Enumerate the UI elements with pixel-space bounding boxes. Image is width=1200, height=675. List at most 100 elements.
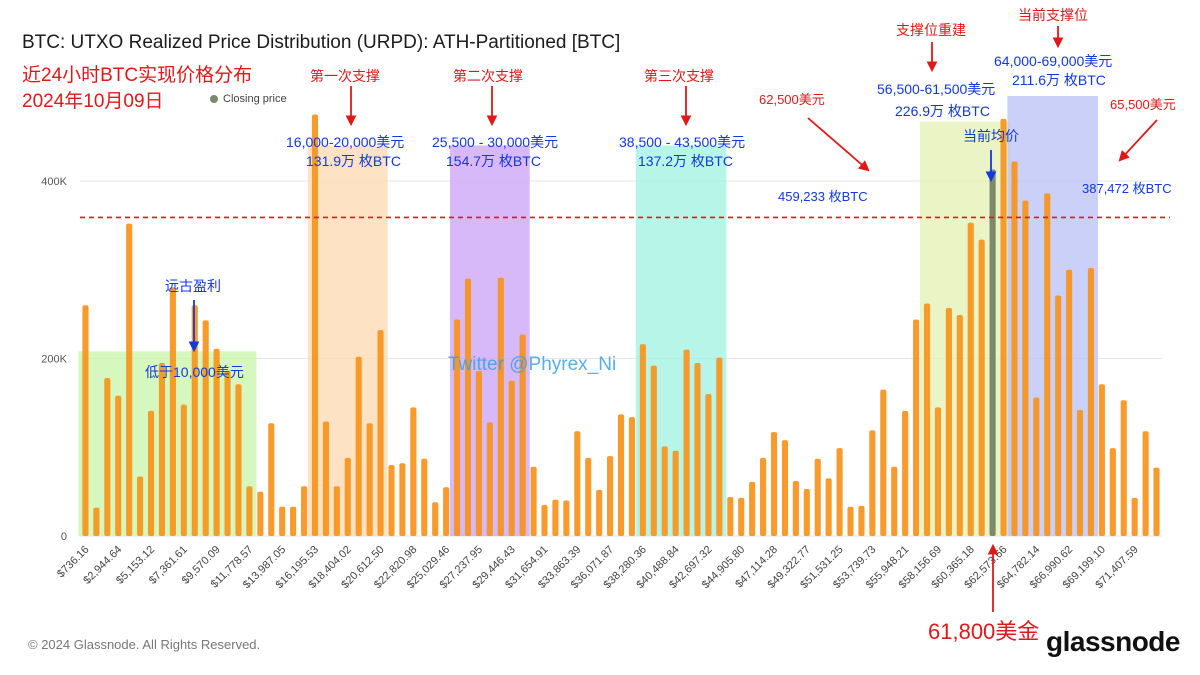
bar-3 [115, 395, 122, 536]
right-price-label: 65,500美元 [1110, 97, 1176, 112]
bar-14 [235, 384, 242, 536]
bar-73 [880, 389, 887, 536]
bar-56 [694, 362, 701, 536]
bar-95 [1120, 400, 1127, 536]
shaded-zone-4 [919, 121, 1011, 536]
rebuild-amount-label: 226.9万 枚BTC [895, 103, 990, 119]
bar-76 [913, 319, 920, 536]
bar-36 [475, 370, 482, 536]
bar-10 [191, 305, 198, 536]
bar-47 [596, 489, 603, 536]
y-tick-label-1: 200K [41, 354, 67, 366]
bar-91 [1076, 409, 1084, 536]
bar-20 [300, 486, 308, 536]
bar-78 [934, 407, 942, 536]
bar-6 [147, 410, 155, 536]
bar-55 [683, 349, 690, 536]
bar-75 [902, 410, 909, 536]
y-axis: 0 200K 400K [41, 176, 67, 543]
legend-closing-price[interactable]: Closing price [210, 93, 287, 105]
third-range-label: 38,500 - 43,500美元 [619, 134, 746, 150]
bar-17 [268, 423, 275, 536]
bar-48 [607, 456, 614, 536]
bar-24 [344, 457, 351, 536]
bar-13 [224, 370, 231, 536]
bar-18 [279, 506, 286, 536]
bar-63 [770, 432, 778, 536]
bar-90 [1066, 269, 1073, 536]
closing-price-bar [989, 169, 996, 536]
x-axis: $736.16$2,944.64$5,153.12$7,361.61$9,570… [55, 544, 1141, 591]
current-average-label: 当前均价 [963, 128, 1019, 144]
bar-82 [978, 239, 985, 536]
third-amount-label: 137.2万 枚BTC [638, 153, 733, 169]
bar-42 [541, 504, 548, 536]
shaded-zone-3 [635, 145, 727, 536]
bar-74 [891, 466, 898, 536]
bar-98 [1153, 467, 1160, 536]
glassnode-logo: glassnode [1046, 626, 1180, 657]
second-amount-label: 154.7万 枚BTC [446, 153, 541, 169]
annotation-arrows [188, 26, 1158, 612]
bar-39 [508, 380, 515, 536]
bar-92 [1087, 267, 1095, 536]
bar-43 [552, 499, 559, 536]
bar-31 [421, 458, 428, 536]
first-range-label: 16,000-20,000美元 [286, 134, 405, 150]
bar-29 [399, 463, 406, 536]
y-tick-label-2: 400K [41, 176, 67, 188]
first-amount-label: 131.9万 枚BTC [306, 153, 401, 169]
bar-61 [749, 481, 756, 536]
closing-price-value: 61,800美金 [928, 619, 1040, 644]
bar-19 [290, 506, 297, 536]
bar-65 [792, 480, 799, 536]
bar-11 [202, 320, 209, 536]
rebuild-range-label: 56,500-61,500美元 [877, 81, 996, 97]
bar-40 [519, 334, 526, 536]
bar-69 [836, 448, 843, 536]
bar-8 [169, 287, 176, 536]
bar-15 [246, 486, 253, 536]
bar-88 [1044, 193, 1051, 537]
twitter-watermark: Twitter @Phyrex_Ni [448, 354, 617, 375]
second-support-label: 第二次支撑 [453, 68, 523, 84]
bar-27 [377, 330, 384, 536]
bar-7 [158, 362, 166, 536]
copyright-text: © 2024 Glassnode. All Rights Reserved. [28, 637, 261, 652]
shaded-zone-5 [1007, 96, 1099, 536]
bar-9 [180, 404, 187, 536]
bar-4 [126, 223, 133, 536]
bar-45 [574, 431, 581, 536]
bar-37 [486, 422, 493, 536]
bar-66 [803, 488, 810, 536]
bar-34 [454, 319, 461, 536]
bar-49 [617, 414, 625, 536]
bar-41 [530, 466, 537, 536]
bar-30 [410, 407, 417, 536]
bar-84 [1000, 118, 1007, 536]
bar-60 [738, 497, 745, 536]
bar-5 [137, 476, 144, 536]
bar-97 [1142, 431, 1149, 536]
below-10k-label: 低于10,000美元 [145, 364, 244, 380]
bar-52 [650, 365, 657, 536]
bar-1 [93, 507, 100, 536]
current-range-label: 64,000-69,000美元 [994, 53, 1113, 69]
left-amount-label: 459,233 枚BTC [778, 189, 868, 204]
bar-71 [858, 505, 865, 536]
bar-93 [1098, 384, 1105, 536]
right-price-arrow [1118, 119, 1158, 162]
right-amount-label: 387,472 枚BTC [1082, 181, 1172, 196]
bar-2 [104, 378, 111, 536]
bar-58 [716, 357, 723, 536]
current-support-label: 当前支撑位 [1018, 7, 1088, 23]
bar-21 [311, 114, 319, 536]
bar-89 [1055, 295, 1062, 536]
bar-53 [661, 446, 668, 536]
bar-64 [781, 440, 788, 536]
third-support-label: 第三次支撑 [644, 68, 714, 84]
bar-85 [1011, 161, 1018, 536]
bar-25 [355, 356, 362, 536]
rebuild-support-label: 支撑位重建 [896, 22, 966, 38]
bar-68 [825, 478, 832, 536]
